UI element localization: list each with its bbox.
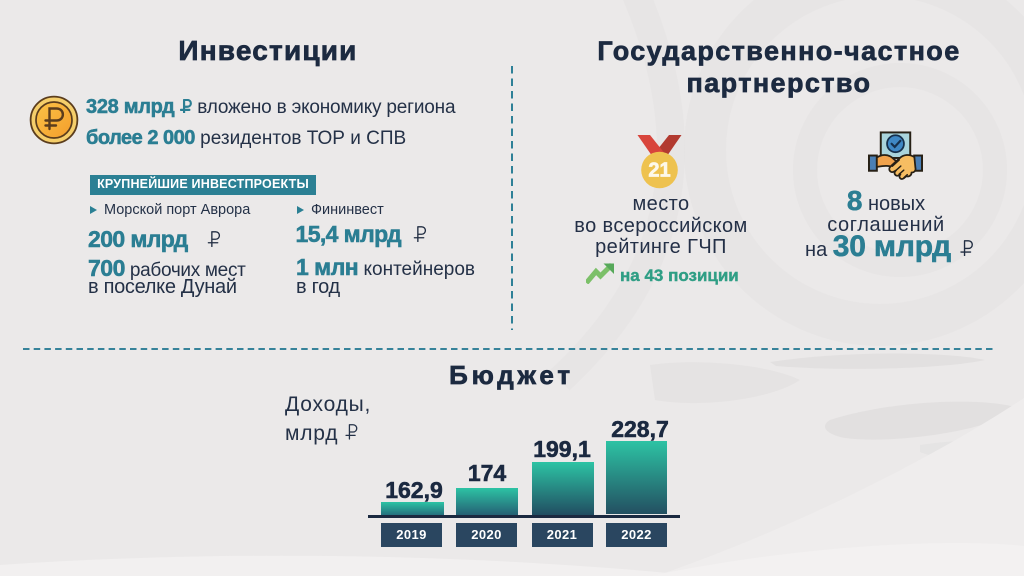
svg-text:21: 21 (648, 160, 670, 182)
